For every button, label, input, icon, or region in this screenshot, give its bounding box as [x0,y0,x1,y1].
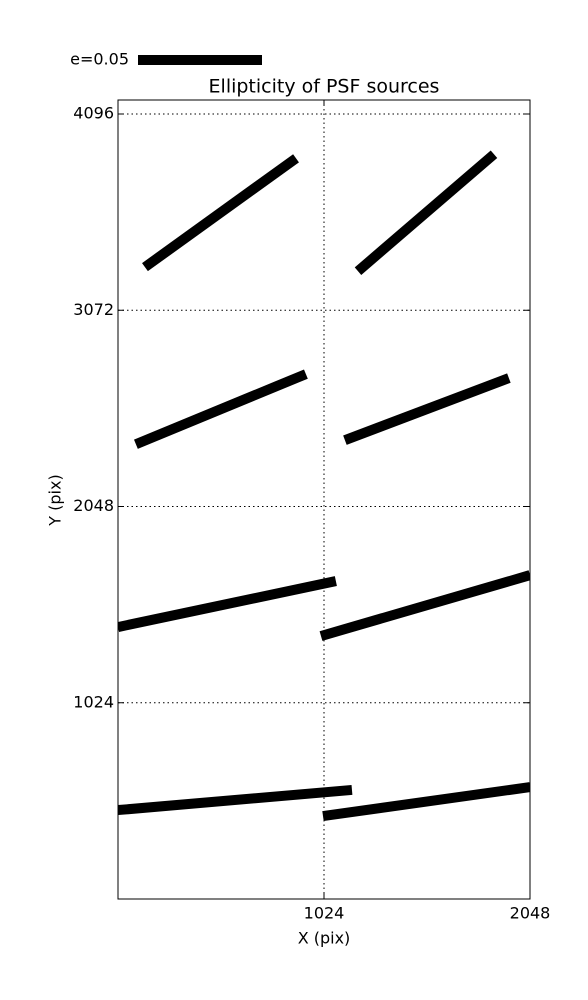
whisker [354,150,498,275]
whisker [118,576,337,632]
whisker [322,782,530,821]
y-tick-label: 4096 [73,104,114,123]
y-tick-label: 1024 [73,692,114,711]
axes-frame [117,99,531,900]
grid [118,100,531,899]
x-tick-label: 2048 [510,904,551,923]
y-tick-label: 3072 [73,300,114,319]
x-tick-label: 1024 [304,904,345,923]
legend-label: e=0.05 [70,50,129,69]
whisker [319,570,530,641]
whisker [133,369,308,449]
y-axis-label: Y (pix) [46,474,65,526]
whisker [118,784,353,816]
legend-key [138,55,262,65]
plot-area [118,150,530,821]
y-tick-label: 2048 [73,496,114,515]
chart-title: Ellipticity of PSF sources [209,76,440,98]
x-axis-label: X (pix) [298,929,351,948]
whisker [343,373,511,445]
whisker [142,154,299,272]
